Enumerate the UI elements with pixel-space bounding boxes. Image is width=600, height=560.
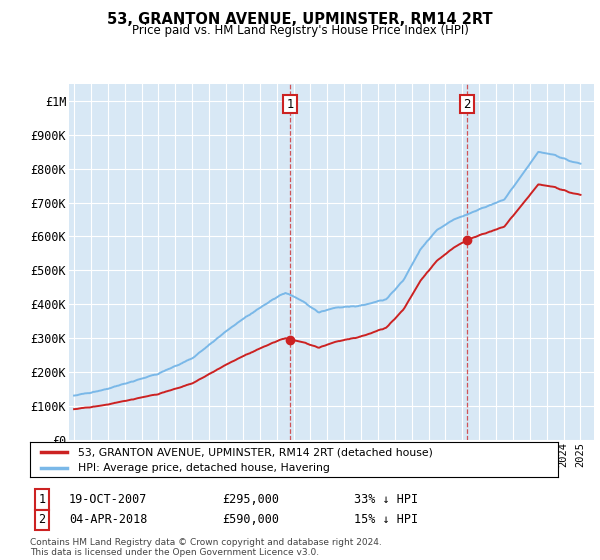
Text: 19-OCT-2007: 19-OCT-2007 (69, 493, 148, 506)
Text: £590,000: £590,000 (222, 513, 279, 526)
Text: 1: 1 (286, 97, 294, 110)
Text: 15% ↓ HPI: 15% ↓ HPI (354, 513, 418, 526)
Text: 2: 2 (463, 97, 470, 110)
Text: 33% ↓ HPI: 33% ↓ HPI (354, 493, 418, 506)
Text: 2: 2 (38, 513, 46, 526)
Text: 53, GRANTON AVENUE, UPMINSTER, RM14 2RT: 53, GRANTON AVENUE, UPMINSTER, RM14 2RT (107, 12, 493, 27)
Text: 1: 1 (38, 493, 46, 506)
Text: 53, GRANTON AVENUE, UPMINSTER, RM14 2RT (detached house): 53, GRANTON AVENUE, UPMINSTER, RM14 2RT … (77, 447, 433, 457)
Text: Contains HM Land Registry data © Crown copyright and database right 2024.
This d: Contains HM Land Registry data © Crown c… (30, 538, 382, 557)
Text: £295,000: £295,000 (222, 493, 279, 506)
Text: Price paid vs. HM Land Registry's House Price Index (HPI): Price paid vs. HM Land Registry's House … (131, 24, 469, 37)
Text: HPI: Average price, detached house, Havering: HPI: Average price, detached house, Have… (77, 464, 329, 473)
Text: 04-APR-2018: 04-APR-2018 (69, 513, 148, 526)
